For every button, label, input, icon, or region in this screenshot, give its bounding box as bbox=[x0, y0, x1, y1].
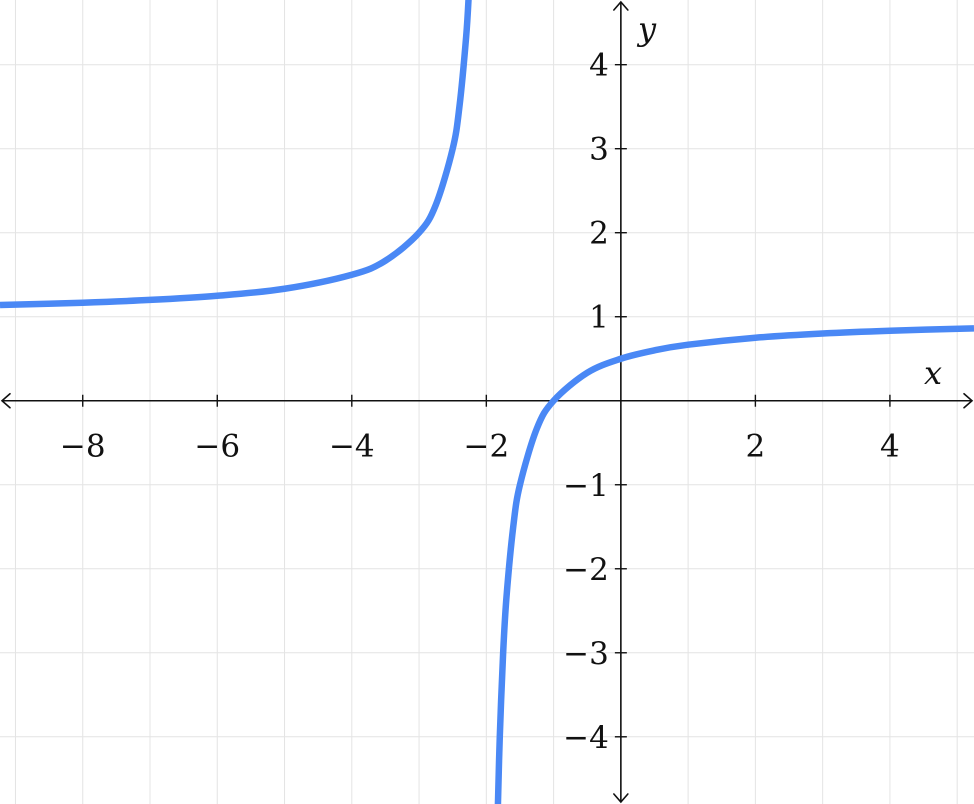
x-tick-label: −2 bbox=[463, 429, 509, 465]
y-axis-arrow-down bbox=[613, 793, 629, 804]
x-tick-label: 2 bbox=[746, 429, 766, 465]
y-axis-arrow-up bbox=[613, 0, 629, 11]
x-axis-arrow-right bbox=[963, 392, 974, 409]
x-tick-label: 4 bbox=[880, 429, 900, 465]
series-line-left bbox=[0, 0, 472, 309]
y-tick-label: 1 bbox=[589, 300, 609, 336]
x-axis-label: x bbox=[924, 354, 942, 392]
y-tick-label: 3 bbox=[589, 132, 609, 168]
x-tick-label: −4 bbox=[329, 429, 375, 465]
y-tick-label: 2 bbox=[589, 216, 609, 252]
x-axis-arrow-left bbox=[0, 392, 11, 409]
x-tick-label: −6 bbox=[194, 429, 240, 465]
x-tick-label: −8 bbox=[60, 429, 106, 465]
series-line-right bbox=[494, 325, 974, 804]
y-tick-label: −3 bbox=[563, 636, 609, 672]
tick-labels: −8 −6 −4 −2 2 4 4 3 2 1 −1 −2 −3 −4 bbox=[60, 48, 900, 756]
y-tick-label: −1 bbox=[563, 468, 609, 504]
y-tick-label: 4 bbox=[589, 48, 609, 84]
y-tick-label: −2 bbox=[563, 552, 609, 588]
y-tick-label: −4 bbox=[563, 720, 609, 756]
y-axis-label: y bbox=[636, 10, 657, 48]
